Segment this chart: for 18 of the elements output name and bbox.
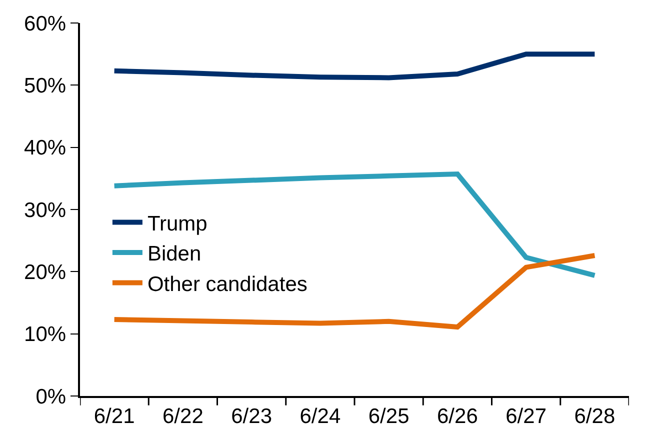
x-tick-label: 6/24 — [300, 404, 341, 428]
y-tick-label: 40% — [24, 136, 66, 160]
y-tick-label: 50% — [24, 74, 66, 98]
legend-label: Biden — [147, 242, 202, 266]
y-tick-label: 30% — [24, 198, 66, 222]
y-tick-label: 10% — [24, 323, 66, 346]
legend-label: Other candidates — [147, 272, 308, 296]
x-tick-label: 6/25 — [368, 404, 410, 428]
x-tick-label: 6/23 — [231, 404, 272, 428]
legend-label: Trump — [147, 212, 208, 236]
x-tick-label: 6/27 — [506, 404, 546, 428]
x-tick-label: 6/26 — [437, 404, 478, 428]
x-tick-label: 6/22 — [162, 404, 204, 428]
y-tick-label: 60% — [24, 12, 66, 36]
y-tick-label: 20% — [24, 261, 66, 284]
x-tick-label: 6/21 — [94, 404, 135, 428]
x-tick-label: 6/28 — [574, 404, 616, 428]
y-tick-label: 0% — [36, 385, 66, 408]
